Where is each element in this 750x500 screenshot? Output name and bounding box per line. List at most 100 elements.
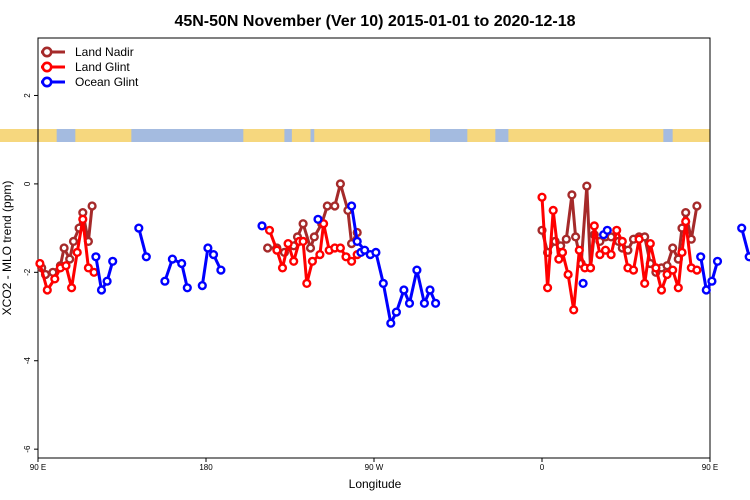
series-ocean-glint <box>91 201 750 328</box>
data-point-land-glint <box>264 225 275 235</box>
data-point-land-glint <box>585 263 596 273</box>
y-tick-label: 2 <box>23 93 32 98</box>
land-band-segment <box>314 129 430 142</box>
land-band <box>0 129 710 142</box>
series-line-land-glint <box>38 217 95 292</box>
y-tick-label: -2 <box>23 268 32 276</box>
data-point-land-nadir <box>582 181 592 191</box>
series-land-glint <box>35 192 702 315</box>
data-point-land-nadir <box>335 179 346 189</box>
x-tick-label: 90 E <box>702 463 718 472</box>
x-tick-label: 90 E <box>30 463 46 472</box>
data-point-land-glint <box>617 236 627 247</box>
data-point-land-glint <box>319 219 329 229</box>
land-band-segment <box>467 129 496 142</box>
data-point-land-glint <box>83 263 94 273</box>
legend: Land Nadir Land Glint Ocean Glint <box>41 45 139 89</box>
data-point-ocean-glint <box>352 236 362 247</box>
y-tick-label: 0 <box>23 181 32 186</box>
data-point-ocean-glint <box>696 252 706 262</box>
data-point-ocean-glint <box>141 252 151 262</box>
data-point-ocean-glint <box>134 223 144 233</box>
data-point-land-glint <box>589 221 599 231</box>
y-axis-label: XCO2 - MLO trend (ppm) <box>0 181 14 316</box>
data-point-land-nadir <box>59 243 69 253</box>
data-point-ocean-glint <box>399 285 409 295</box>
land-band-segment <box>273 129 277 142</box>
data-point-ocean-glint <box>425 285 435 295</box>
data-point-ocean-glint <box>91 252 101 262</box>
data-point-land-glint <box>50 274 60 284</box>
data-point-ocean-glint <box>102 276 112 286</box>
data-point-land-glint <box>277 263 288 273</box>
series-line-ocean-glint <box>137 227 148 258</box>
data-point-land-nadir <box>87 201 97 211</box>
data-point-ocean-glint <box>744 252 750 262</box>
data-point-land-glint <box>335 243 346 253</box>
data-point-ocean-glint <box>371 247 381 258</box>
data-point-land-nadir <box>330 201 340 211</box>
legend-label-land-glint: Land Glint <box>75 60 130 74</box>
data-point-ocean-glint <box>257 221 267 231</box>
data-point-ocean-glint <box>360 245 370 255</box>
data-point-land-glint <box>61 261 71 271</box>
data-point-ocean-glint <box>404 298 415 308</box>
data-point-ocean-glint <box>391 307 402 317</box>
data-point-land-glint <box>612 225 622 235</box>
x-tick-label: 0 <box>540 463 545 472</box>
data-point-ocean-glint <box>160 276 170 286</box>
data-point-land-glint <box>307 256 318 266</box>
legend-item-ocean-glint: Ocean Glint <box>41 75 139 89</box>
data-point-land-glint <box>574 245 584 255</box>
x-axis-label: Longitude <box>349 477 402 491</box>
data-point-land-glint <box>640 278 650 289</box>
land-band-segment <box>508 129 664 142</box>
x-axis: 90 E 180 90 W 0 90 E <box>30 458 718 472</box>
data-point-ocean-glint <box>208 250 219 260</box>
data-point-land-glint <box>645 239 655 249</box>
data-point-land-glint <box>42 285 52 295</box>
data-point-land-glint <box>35 258 45 269</box>
data-point-land-nadir <box>305 243 316 253</box>
data-point-ocean-glint <box>177 258 187 269</box>
data-point-land-glint <box>628 265 639 275</box>
data-point-land-glint <box>668 265 678 275</box>
data-point-land-glint <box>283 239 293 249</box>
data-point-ocean-glint <box>313 214 323 224</box>
data-point-land-nadir <box>692 201 702 211</box>
x-tick-label: 180 <box>199 463 213 472</box>
data-point-land-nadir <box>567 190 577 200</box>
data-point-land-glint <box>557 247 568 258</box>
data-point-land-nadir <box>65 254 75 264</box>
series-line-ocean-glint <box>740 227 750 258</box>
data-point-ocean-glint <box>602 225 612 235</box>
land-band-segment <box>75 129 132 142</box>
legend-label-ocean-glint: Ocean Glint <box>75 75 139 89</box>
data-point-land-nadir <box>322 201 332 211</box>
data-point-land-nadir <box>662 261 672 271</box>
land-band-segment <box>243 129 285 142</box>
data-point-ocean-glint <box>216 265 226 275</box>
data-point-ocean-glint <box>182 283 192 293</box>
data-point-land-glint <box>662 269 672 280</box>
data-point-land-glint <box>78 214 88 224</box>
data-point-land-nadir <box>570 232 581 242</box>
data-point-ocean-glint <box>707 276 717 286</box>
data-point-land-glint <box>595 250 605 260</box>
legend-label-land-nadir: Land Nadir <box>75 45 134 59</box>
land-band-segment <box>291 129 311 142</box>
data-point-land-glint <box>89 267 99 277</box>
data-point-land-glint <box>72 247 82 258</box>
y-axis: 2 0 -2 -4 -6 <box>23 93 38 453</box>
data-point-land-glint <box>677 247 687 258</box>
legend-marker-land-glint <box>41 61 53 73</box>
data-point-land-glint <box>548 205 558 216</box>
legend-marker-ocean-glint <box>41 76 53 88</box>
data-point-ocean-glint <box>347 201 357 211</box>
data-point-land-glint <box>569 305 579 315</box>
data-point-land-glint <box>298 236 308 247</box>
data-point-land-glint <box>315 250 325 260</box>
data-point-land-glint <box>600 245 611 255</box>
series-line-ocean-glint <box>94 256 115 292</box>
data-point-ocean-glint <box>378 278 388 289</box>
